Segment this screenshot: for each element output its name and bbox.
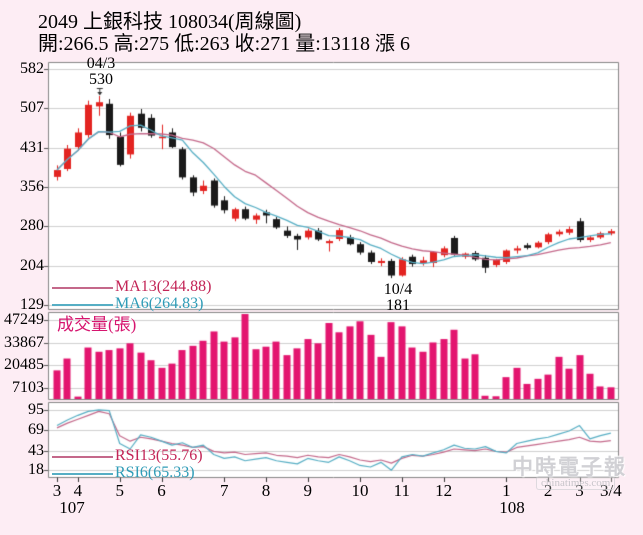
price-axis-label: 582 xyxy=(20,59,44,77)
annotation-peak: 04/3 530 xyxy=(75,56,127,88)
annotation-trough-date: 10/4 xyxy=(383,281,413,298)
ohlc-summary: 開:266.5 高:275 低:263 收:271 量:13118 漲 6 xyxy=(38,33,411,55)
ma13-line-swatch xyxy=(52,287,113,289)
month-axis-label: 6 xyxy=(157,481,166,500)
month-axis-label: 9 xyxy=(303,481,313,500)
month-axis-label: 10 xyxy=(351,481,369,500)
rsi-axis-label: 43 xyxy=(28,441,44,459)
ma6-legend-label: MA6(264.83) xyxy=(115,295,204,312)
month-axis-label: 3 xyxy=(52,481,62,500)
price-axis-label: 356 xyxy=(20,177,44,195)
month-axis-label: 12 xyxy=(435,481,453,500)
month-axis-label: 4 xyxy=(73,481,83,500)
watermark-url: chinatimes.com xyxy=(536,476,616,490)
month-axis-label: 7 xyxy=(219,481,229,500)
volume-axis-label: 20485 xyxy=(4,356,44,374)
rsi-axis-label: 18 xyxy=(28,461,44,479)
annotation-trough: 10/4 181 xyxy=(372,282,424,314)
price-axis-label: 280 xyxy=(20,217,44,235)
ma13-legend-label: MA13(244.88) xyxy=(115,278,212,295)
rsi-axis-label: 69 xyxy=(28,421,44,439)
volume-axis-label: 33867 xyxy=(4,333,44,351)
rsi6-legend-label: RSI6(65.33) xyxy=(115,464,195,481)
annotation-peak-date: 04/3 xyxy=(86,55,116,72)
volume-axis-label: 47249 xyxy=(4,311,44,329)
rsi13-legend-label: RSI13(55.76) xyxy=(115,447,203,464)
page-title: 2049 上銀科技 108034(周線圖) xyxy=(38,11,302,33)
month-axis-label: 5 xyxy=(115,481,124,500)
rsi-axis-label: 95 xyxy=(28,400,44,418)
price-axis-label: 129 xyxy=(20,296,44,314)
annotation-peak-price: 530 xyxy=(89,71,113,88)
volume-axis-label: 7103 xyxy=(12,378,44,396)
volume-panel-title: 成交量(張) xyxy=(57,315,137,334)
month-axis-label: 8 xyxy=(261,481,271,500)
watermark-logo: 中時電子報 xyxy=(512,455,627,479)
year-axis-label: 107 xyxy=(59,498,85,517)
rsi13-line-swatch xyxy=(52,456,113,458)
month-axis-label: 11 xyxy=(393,481,411,500)
annotation-trough-price: 181 xyxy=(386,297,410,314)
price-axis-label: 507 xyxy=(20,98,44,116)
year-axis-label: 108 xyxy=(499,498,525,517)
month-axis-label: 1 xyxy=(502,481,511,500)
ma6-line-swatch xyxy=(52,304,113,306)
month-axis-label: 3/4 xyxy=(599,481,622,500)
month-axis-label: 3 xyxy=(575,481,584,500)
price-axis-label: 431 xyxy=(20,138,44,156)
price-axis-label: 204 xyxy=(20,257,44,275)
month-axis-label: 2 xyxy=(543,481,553,500)
rsi6-line-swatch xyxy=(52,473,113,475)
